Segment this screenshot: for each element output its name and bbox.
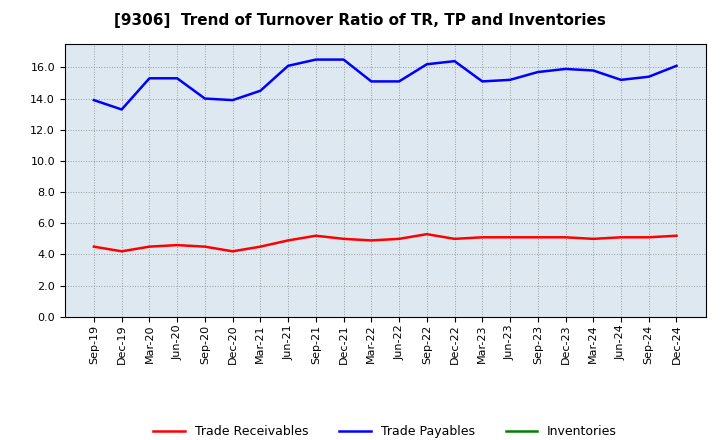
Trade Payables: [173, 76, 181, 81]
Trade Payables: [89, 98, 98, 103]
Trade Receivables: [89, 244, 98, 249]
Trade Payables: [201, 96, 210, 101]
Trade Receivables: [423, 231, 431, 237]
Trade Receivables: [644, 235, 653, 240]
Trade Payables: [367, 79, 376, 84]
Trade Receivables: [145, 244, 154, 249]
Trade Payables: [616, 77, 625, 82]
Trade Payables: [284, 63, 292, 69]
Trade Payables: [589, 68, 598, 73]
Trade Payables: [450, 59, 459, 64]
Trade Receivables: [228, 249, 237, 254]
Trade Payables: [505, 77, 514, 82]
Trade Receivables: [561, 235, 570, 240]
Trade Payables: [478, 79, 487, 84]
Trade Payables: [256, 88, 265, 93]
Trade Receivables: [616, 235, 625, 240]
Trade Receivables: [505, 235, 514, 240]
Trade Payables: [145, 76, 154, 81]
Trade Receivables: [367, 238, 376, 243]
Trade Receivables: [256, 244, 265, 249]
Trade Payables: [339, 57, 348, 62]
Trade Receivables: [312, 233, 320, 238]
Trade Payables: [561, 66, 570, 72]
Trade Payables: [228, 98, 237, 103]
Trade Receivables: [450, 236, 459, 242]
Trade Receivables: [284, 238, 292, 243]
Trade Payables: [672, 63, 681, 69]
Trade Payables: [423, 62, 431, 67]
Trade Receivables: [339, 236, 348, 242]
Trade Receivables: [534, 235, 542, 240]
Trade Payables: [644, 74, 653, 79]
Trade Receivables: [201, 244, 210, 249]
Legend: Trade Receivables, Trade Payables, Inventories: Trade Receivables, Trade Payables, Inven…: [148, 421, 622, 440]
Trade Receivables: [672, 233, 681, 238]
Trade Receivables: [173, 242, 181, 248]
Trade Receivables: [478, 235, 487, 240]
Trade Payables: [117, 107, 126, 112]
Trade Payables: [395, 79, 403, 84]
Trade Receivables: [395, 236, 403, 242]
Line: Trade Payables: Trade Payables: [94, 59, 677, 110]
Line: Trade Receivables: Trade Receivables: [94, 234, 677, 251]
Text: [9306]  Trend of Turnover Ratio of TR, TP and Inventories: [9306] Trend of Turnover Ratio of TR, TP…: [114, 13, 606, 28]
Trade Payables: [534, 70, 542, 75]
Trade Receivables: [117, 249, 126, 254]
Trade Receivables: [589, 236, 598, 242]
Trade Payables: [312, 57, 320, 62]
